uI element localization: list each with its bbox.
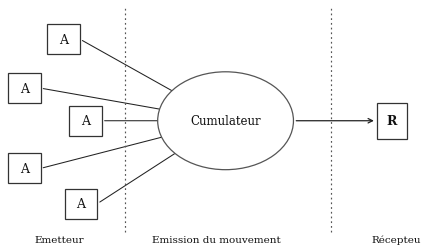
Text: A: A: [81, 115, 90, 128]
Ellipse shape: [158, 72, 293, 170]
FancyBboxPatch shape: [8, 74, 40, 104]
FancyBboxPatch shape: [64, 189, 97, 219]
Text: A: A: [20, 82, 28, 95]
Text: Emetteur: Emetteur: [34, 235, 84, 244]
Text: Récepteu: Récepteu: [371, 234, 421, 244]
FancyBboxPatch shape: [69, 106, 102, 136]
FancyBboxPatch shape: [47, 25, 80, 55]
Text: A: A: [20, 162, 28, 175]
Text: R: R: [387, 115, 397, 128]
FancyBboxPatch shape: [377, 103, 407, 139]
Text: A: A: [59, 34, 68, 46]
Text: Cumulateur: Cumulateur: [190, 115, 261, 128]
FancyBboxPatch shape: [8, 154, 40, 184]
Text: A: A: [77, 197, 85, 210]
Text: Emission du mouvement: Emission du mouvement: [152, 235, 281, 244]
